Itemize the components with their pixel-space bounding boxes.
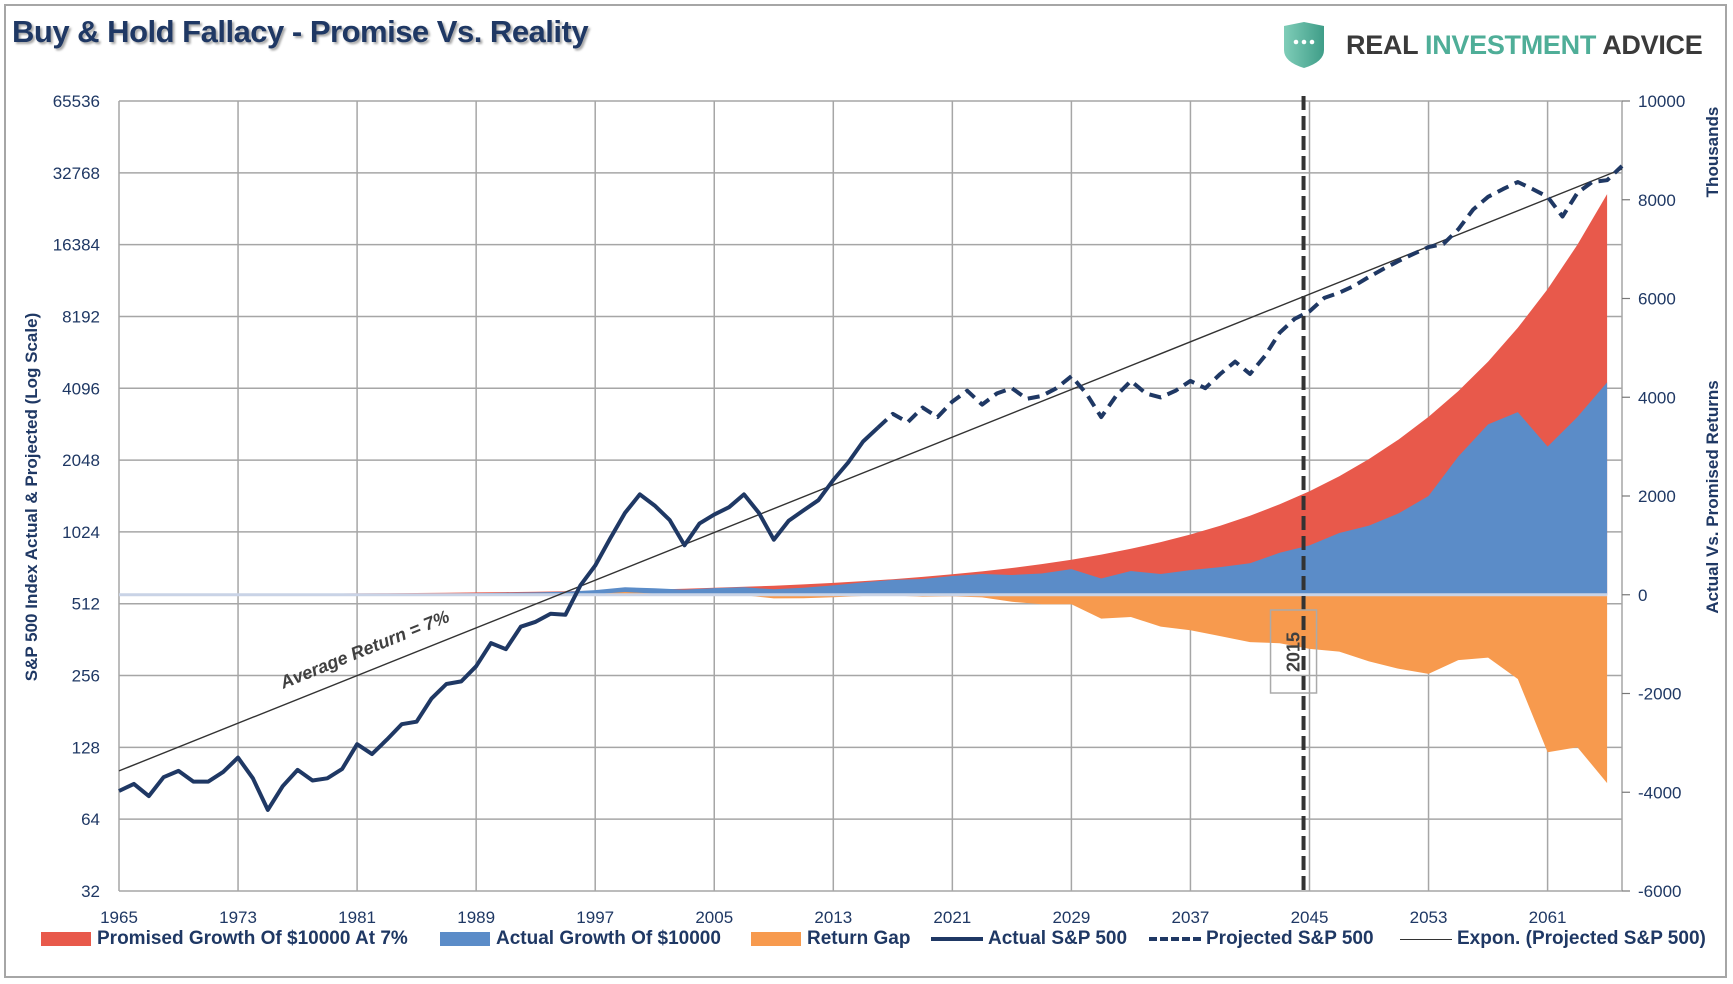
x-tick-label: 2037	[1172, 908, 1210, 927]
x-tick-label: 2053	[1410, 908, 1448, 927]
legend-item-actual-growth: Actual Growth Of $10000	[440, 928, 721, 950]
legend-swatch	[41, 932, 91, 946]
legend-line	[931, 937, 983, 941]
y-right-tick-label: 6000	[1638, 290, 1676, 309]
x-tick-label: 2061	[1529, 908, 1567, 927]
y-left-tick-label: 64	[81, 810, 100, 829]
y-left-tick-label: 256	[72, 667, 100, 686]
y-right-tick-label: -4000	[1638, 783, 1681, 802]
legend-line	[1149, 937, 1201, 941]
y-right-axis-title: Actual Vs. Promised Returns	[1703, 380, 1722, 613]
y-left-tick-label: 2048	[62, 451, 100, 470]
y-left-tick-label: 32768	[53, 164, 100, 183]
y-right-tick-label: 2000	[1638, 487, 1676, 506]
y-left-tick-label: 8192	[62, 307, 100, 326]
y-right-tick-label: 8000	[1638, 191, 1676, 210]
y-left-tick-label: 512	[72, 595, 100, 614]
y-left-tick-label: 128	[72, 738, 100, 757]
average-return-label: Average Return = 7%	[276, 606, 452, 693]
chart-title: Buy & Hold Fallacy - Promise Vs. Reality	[12, 14, 589, 49]
legend-swatch	[751, 932, 801, 946]
legend-swatch	[440, 932, 490, 946]
chart-frame	[4, 4, 1727, 978]
x-tick-label: 2005	[695, 908, 733, 927]
logo-text: REAL INVESTMENT ADVICE	[1346, 29, 1703, 60]
line-series	[118, 164, 1624, 812]
y-left-tick-label: 65536	[53, 92, 100, 111]
x-tick-label: 1981	[338, 908, 376, 927]
y-left-tick-label: 16384	[53, 236, 100, 255]
marker-label-box	[1269, 609, 1318, 694]
y-left-tick-label: 1024	[62, 523, 100, 542]
legend-item-promised: Promised Growth Of $10000 At 7%	[41, 928, 408, 950]
axes: 1965 1973 1981 1989 1997 2005 2013 2021 2029 2037…	[22, 92, 1722, 927]
logo: REAL INVESTMENT ADVICE	[1280, 20, 1703, 70]
line-actual-sp500	[118, 426, 880, 812]
x-tick-label: 1997	[576, 908, 614, 927]
marker-label: 2015	[1284, 632, 1304, 672]
x-tick-label: 1965	[100, 908, 138, 927]
x-tick-label: 1989	[457, 908, 495, 927]
trendline-expon	[118, 168, 1623, 772]
x-tick-label: 2013	[814, 908, 852, 927]
line-projected-sp500	[876, 164, 1624, 430]
y-left-tick-label: 32	[81, 882, 100, 901]
y-right-tick-label: 10000	[1638, 92, 1685, 111]
area-return-gap	[119, 592, 1608, 784]
legend-line	[1400, 938, 1452, 940]
y-right-tick-label: 4000	[1638, 388, 1676, 407]
legend-item-return-gap: Return Gap	[751, 928, 910, 950]
x-tick-label: 2021	[933, 908, 971, 927]
x-tick-label: 1973	[219, 908, 257, 927]
x-tick-label: 2045	[1291, 908, 1329, 927]
annotations: 2015 Average Return = 7%	[276, 96, 1318, 896]
y-left-axis-title: S&P 500 Index Actual & Projected (Log Sc…	[22, 313, 41, 681]
legend-item-projected-sp500: Projected S&P 500	[1149, 928, 1374, 950]
area-series	[119, 194, 1608, 784]
shield-dots-icon	[1284, 22, 1324, 68]
y-right-unit-label: Thousands	[1703, 107, 1722, 198]
legend-item-trend: Expon. (Projected S&P 500)	[1400, 928, 1706, 950]
legend-item-actual-sp500: Actual S&P 500	[931, 928, 1127, 950]
legend: Promised Growth Of $10000 At 7% Actual G…	[0, 928, 1733, 958]
y-right-tick-label: 0	[1638, 586, 1647, 605]
y-left-tick-label: 4096	[62, 379, 100, 398]
x-tick-label: 2029	[1052, 908, 1090, 927]
y-right-tick-label: -2000	[1638, 685, 1681, 704]
area-actual-growth	[119, 382, 1608, 595]
y-right-tick-label: -6000	[1638, 882, 1681, 901]
